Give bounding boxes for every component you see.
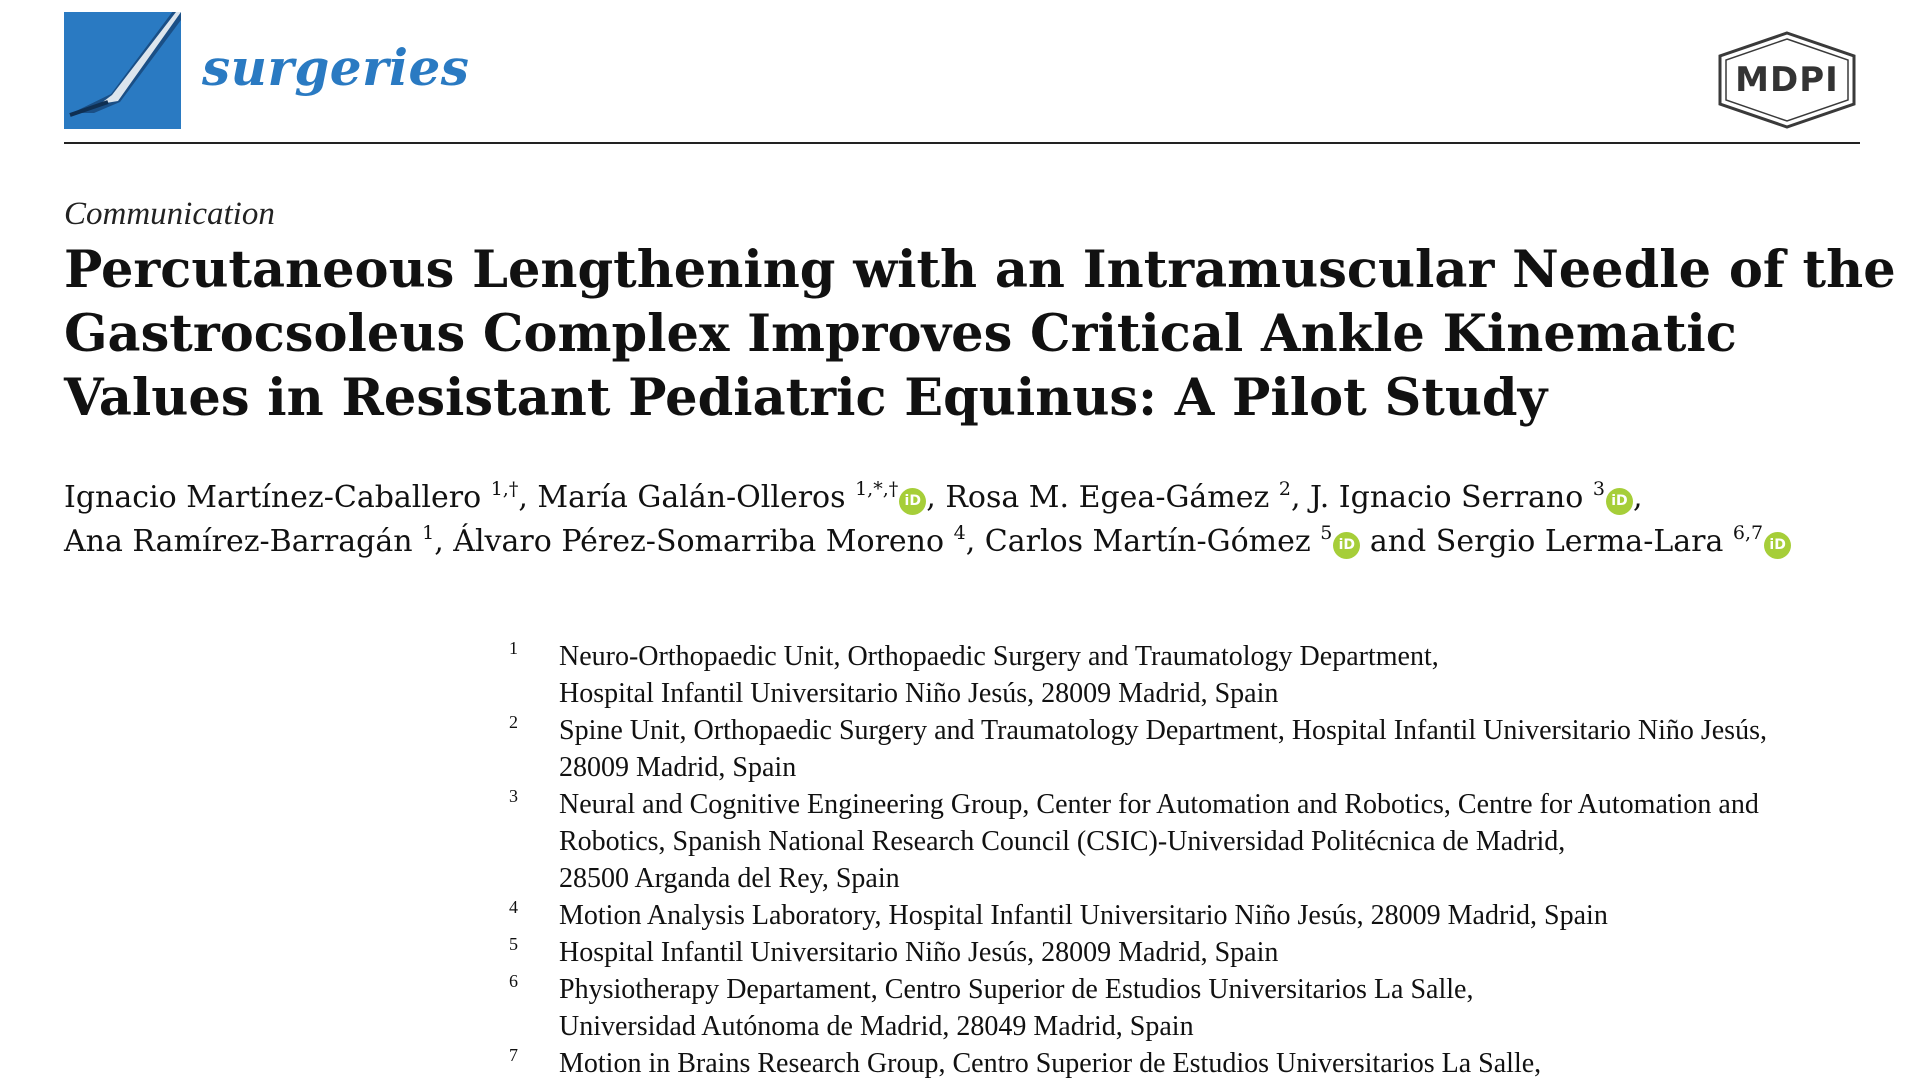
affiliation-line: Universidad Autónoma de Madrid, 28049 Ma… xyxy=(559,1011,1194,1042)
affiliation-line: Physiotherapy Departament, Centro Superi… xyxy=(559,974,1474,1005)
article-type: Communication xyxy=(64,196,275,232)
affiliation-item: 1 Neuro-Orthopaedic Unit, Orthopaedic Su… xyxy=(505,638,1885,712)
author-name[interactable]: Ana Ramírez-Barragán xyxy=(64,524,413,559)
affiliation-item: 3 Neural and Cognitive Engineering Group… xyxy=(505,786,1885,897)
author-name[interactable]: Rosa M. Egea-Gámez xyxy=(945,480,1270,515)
orcid-icon[interactable]: iD xyxy=(899,488,927,515)
author-name[interactable]: J. Ignacio Serrano xyxy=(1310,480,1584,515)
author-affiliation-marker: 4 xyxy=(953,522,966,544)
header-divider xyxy=(64,142,1860,144)
affiliation-item: 5 Hospital Infantil Universitario Niño J… xyxy=(505,934,1885,971)
conjunction: and xyxy=(1369,524,1427,559)
affiliation-item: 7 Motion in Brains Research Group, Centr… xyxy=(505,1045,1885,1082)
affiliation-item: 4 Motion Analysis Laboratory, Hospital I… xyxy=(505,897,1885,934)
affiliation-item: 2 Spine Unit, Orthopaedic Surgery and Tr… xyxy=(505,712,1885,786)
affiliation-line: 28009 Madrid, Spain xyxy=(559,752,797,783)
affiliation-line: Neuro-Orthopaedic Unit, Orthopaedic Surg… xyxy=(559,641,1439,672)
author-affiliation-marker: 1 xyxy=(422,522,435,544)
title-line: Percutaneous Lengthening with an Intramu… xyxy=(64,240,1896,300)
author-name[interactable]: Ignacio Martínez-Caballero xyxy=(64,480,482,515)
affiliation-line: Neural and Cognitive Engineering Group, … xyxy=(559,789,1759,820)
affiliation-number: 2 xyxy=(509,712,518,732)
orcid-icon[interactable]: iD xyxy=(1333,532,1361,559)
affiliation-line: Spine Unit, Orthopaedic Surgery and Trau… xyxy=(559,715,1767,746)
author-name[interactable]: Carlos Martín-Gómez xyxy=(984,524,1311,559)
affiliation-line: Motion in Brains Research Group, Centro … xyxy=(559,1048,1542,1079)
publisher-name: MDPI xyxy=(1735,60,1839,100)
orcid-icon[interactable]: iD xyxy=(1764,532,1792,559)
affiliation-number: 3 xyxy=(509,786,518,806)
author-affiliation-marker: 6,7 xyxy=(1732,522,1764,544)
affiliation-number: 5 xyxy=(509,934,518,954)
affiliation-number: 6 xyxy=(509,971,518,991)
scalpel-icon xyxy=(64,12,181,129)
author-name[interactable]: Álvaro Pérez-Somarriba Moreno xyxy=(453,524,945,559)
title-line: Gastrocsoleus Complex Improves Critical … xyxy=(64,304,1737,364)
affiliation-list: 1 Neuro-Orthopaedic Unit, Orthopaedic Su… xyxy=(505,638,1885,1082)
title-line: Values in Resistant Pediatric Equinus: A… xyxy=(64,368,1548,428)
author-name[interactable]: María Galán-Olleros xyxy=(537,480,846,515)
orcid-icon[interactable]: iD xyxy=(1605,488,1633,515)
affiliation-line: 28500 Arganda del Rey, Spain xyxy=(559,863,900,894)
affiliation-line: Hospital Infantil Universitario Niño Jes… xyxy=(559,678,1279,709)
affiliation-line: Motion Analysis Laboratory, Hospital Inf… xyxy=(559,900,1608,931)
author-line: Ignacio Martínez-Caballero 1,†, María Ga… xyxy=(64,478,1643,515)
author-affiliation-marker: 1,*,† xyxy=(855,478,899,500)
affiliation-number: 7 xyxy=(509,1045,518,1065)
journal-header: surgeries MDPI xyxy=(64,12,1860,144)
author-list: Ignacio Martínez-Caballero 1,†, María Ga… xyxy=(64,476,1884,564)
affiliation-line: Hospital Infantil Universitario Niño Jes… xyxy=(559,937,1279,968)
author-line: Ana Ramírez-Barragán 1, Álvaro Pérez-Som… xyxy=(64,520,1884,564)
affiliation-line: Robotics, Spanish National Research Coun… xyxy=(559,826,1566,857)
mdpi-hexagon-icon xyxy=(1718,31,1856,129)
author-affiliation-marker: 1,† xyxy=(490,478,519,500)
article-title: Percutaneous Lengthening with an Intramu… xyxy=(64,238,1896,430)
author-affiliation-marker: 3 xyxy=(1592,478,1605,500)
affiliation-number: 1 xyxy=(509,638,518,658)
mdpi-logo[interactable]: MDPI xyxy=(1714,30,1860,130)
author-name[interactable]: Sergio Lerma-Lara xyxy=(1435,524,1724,559)
affiliation-item: 6 Physiotherapy Departament, Centro Supe… xyxy=(505,971,1885,1045)
author-affiliation-marker: 5 xyxy=(1320,522,1333,544)
affiliation-number: 4 xyxy=(509,897,518,917)
author-affiliation-marker: 2 xyxy=(1278,478,1291,500)
journal-name[interactable]: surgeries xyxy=(202,38,470,97)
journal-logo[interactable] xyxy=(64,12,181,129)
